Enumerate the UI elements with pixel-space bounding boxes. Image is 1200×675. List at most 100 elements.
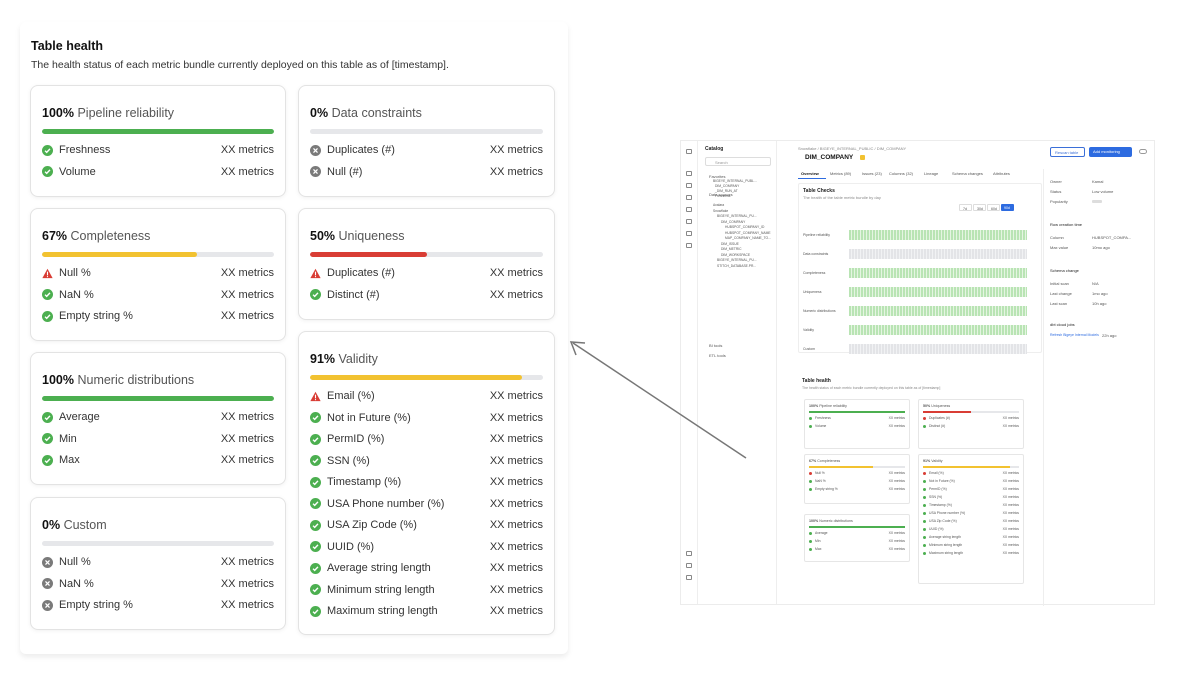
mini-metric-row[interactable]: USA Zip Code (%) XX metrics <box>923 519 1019 524</box>
rescan-table-button[interactable]: Rescan table <box>1050 147 1085 157</box>
check-row-heatmap[interactable] <box>849 268 1027 278</box>
check-row-heatmap[interactable] <box>849 287 1027 297</box>
tree-node[interactable]: HUBSPOT_COMPANY_NAME <box>725 230 771 235</box>
mini-metric-row[interactable]: Freshness XX metrics <box>809 416 905 421</box>
catalog-search-input[interactable]: Search <box>705 157 771 166</box>
mini-metric-row[interactable]: SSN (%) XX metrics <box>923 495 1019 500</box>
metric-row[interactable]: Duplicates (#) XX metrics <box>310 142 543 158</box>
mini-metric-row[interactable]: Average XX metrics <box>809 531 905 536</box>
tree-node[interactable]: BIGEYE_INTERNAL_PU... <box>717 214 757 218</box>
metric-row[interactable]: Maximum string length XX metrics <box>310 603 543 619</box>
check-row-heatmap[interactable] <box>849 230 1027 240</box>
metric-row[interactable]: Empty string % XX metrics <box>42 597 274 613</box>
account-icon[interactable] <box>686 575 692 580</box>
docs-icon[interactable] <box>686 551 692 556</box>
mini-metric-row[interactable]: Email (%) XX metrics <box>923 471 1019 476</box>
mini-metric-row[interactable]: NaN % XX metrics <box>809 479 905 484</box>
metric-row[interactable]: USA Phone number (%) XX metrics <box>310 496 543 512</box>
metric-row[interactable]: Email (%) XX metrics <box>310 388 543 404</box>
tree-node[interactable]: BIGEYE_INTERNAL_PU... <box>717 258 757 262</box>
metric-row[interactable]: UUID (%) XX metrics <box>310 539 543 555</box>
etl-tools-label[interactable]: ETL tools <box>709 353 726 358</box>
metric-row[interactable]: Minimum string length XX metrics <box>310 582 543 598</box>
mini-metric-row[interactable]: Volume XX metrics <box>809 424 905 429</box>
metric-row[interactable]: Average string length XX metrics <box>310 560 543 576</box>
tree-node[interactable]: Snowflake <box>713 208 729 213</box>
tree-node[interactable]: DIM_COMPANY <box>721 219 746 224</box>
metric-row[interactable]: SSN (%) XX metrics <box>310 453 543 469</box>
owner-value[interactable]: Kamal <box>1092 179 1104 184</box>
metric-row[interactable]: Null % XX metrics <box>42 265 274 281</box>
tree-node[interactable]: DIM_METRIC <box>721 247 742 251</box>
mini-metric-row[interactable]: PermID (%) XX metrics <box>923 487 1019 492</box>
tab-1[interactable]: Metrics (89) <box>830 171 852 176</box>
tree-node[interactable]: HUBSPOT_COMPANY_ID <box>725 225 765 229</box>
tree-node[interactable]: DIM_WORKSPACE <box>721 252 751 257</box>
mini-metric-row[interactable]: Maximum string length XX metrics <box>923 551 1019 556</box>
tree-node[interactable]: MAP_COMPANY_NAME_TO... <box>725 236 771 240</box>
metric-row[interactable]: Empty string % XX metrics <box>42 308 274 324</box>
settings-icon[interactable] <box>686 149 692 154</box>
tab-0[interactable]: Overview <box>801 171 819 176</box>
mini-metric-row[interactable]: Min XX metrics <box>809 539 905 544</box>
tree-node[interactable]: Freshness <box>715 194 731 198</box>
mini-metric-row[interactable]: Average string length XX metrics <box>923 535 1019 540</box>
metric-row[interactable]: Average XX metrics <box>42 409 274 425</box>
tab-2[interactable]: Issues (23) <box>862 171 882 176</box>
mini-metric-row[interactable]: Max XX metrics <box>809 547 905 552</box>
check-row-heatmap[interactable] <box>849 325 1027 335</box>
range-60d-button[interactable]: 60d <box>987 204 1000 211</box>
metric-row[interactable]: PermID (%) XX metrics <box>310 431 543 447</box>
metric-row[interactable]: Duplicates (#) XX metrics <box>310 265 543 281</box>
mini-metric-row[interactable]: Empty string % XX metrics <box>809 487 905 492</box>
range-7d-button[interactable]: 7d <box>959 204 972 211</box>
metric-row[interactable]: NaN % XX metrics <box>42 576 274 592</box>
deltas-icon[interactable] <box>686 231 692 236</box>
tab-5[interactable]: Schema changes <box>952 171 983 176</box>
metric-row[interactable]: Null (#) XX metrics <box>310 164 543 180</box>
toggle-icon[interactable] <box>1139 149 1147 154</box>
metric-row[interactable]: USA Zip Code (%) XX metrics <box>310 517 543 533</box>
mini-metric-row[interactable]: UUID (%) XX metrics <box>923 527 1019 532</box>
metric-row[interactable]: Null % XX metrics <box>42 554 274 570</box>
mini-metric-row[interactable]: Minimum string length XX metrics <box>923 543 1019 548</box>
mini-metric-row[interactable]: Timestamp (%) XX metrics <box>923 503 1019 508</box>
mini-metric-row[interactable]: Distinct (#) XX metrics <box>923 424 1019 429</box>
dbt-job-link[interactable]: Refresh Bigeye Internal Models <box>1050 333 1099 337</box>
collections-icon[interactable] <box>686 243 692 248</box>
column-select[interactable]: HUBSPOT_COMPA... <box>1092 235 1132 240</box>
tab-6[interactable]: Attributes <box>993 171 1010 176</box>
metric-row[interactable]: Distinct (#) XX metrics <box>310 287 543 303</box>
add-monitoring-button[interactable]: Add monitoring <box>1089 147 1132 157</box>
tree-node[interactable]: _DIM_RUN_AT <box>715 189 738 193</box>
dashboard-icon[interactable] <box>686 195 692 200</box>
range-90d-button[interactable]: 90d <box>1001 204 1014 211</box>
metric-row[interactable]: Max XX metrics <box>42 452 274 468</box>
tree-node[interactable]: Avalara <box>713 203 725 207</box>
help-icon[interactable] <box>686 563 692 568</box>
mini-metric-row[interactable]: Not in Future (%) XX metrics <box>923 479 1019 484</box>
catalog-icon[interactable] <box>686 171 692 176</box>
lineage-icon[interactable] <box>686 219 692 224</box>
metric-row[interactable]: NaN % XX metrics <box>42 287 274 303</box>
tab-3[interactable]: Columns (32) <box>889 171 914 176</box>
metric-row[interactable]: Volume XX metrics <box>42 164 274 180</box>
mini-metric-row[interactable]: USA Phone number (%) XX metrics <box>923 511 1019 516</box>
mini-metric-row[interactable]: Duplicates (#) XX metrics <box>923 416 1019 421</box>
check-row-heatmap[interactable] <box>849 306 1027 316</box>
check-row-heatmap[interactable] <box>849 344 1027 354</box>
tab-4[interactable]: Lineage <box>924 171 939 176</box>
range-30d-button[interactable]: 30d <box>973 204 986 211</box>
metric-row[interactable]: Min XX metrics <box>42 431 274 447</box>
star-icon[interactable] <box>860 155 865 160</box>
favorites-label[interactable]: Favorites <box>709 174 726 179</box>
issues-icon[interactable] <box>686 183 692 188</box>
mini-metric-row[interactable]: Null % XX metrics <box>809 471 905 476</box>
tree-node[interactable]: DIM_ISSUE <box>721 241 739 246</box>
metric-row[interactable]: Timestamp (%) XX metrics <box>310 474 543 490</box>
check-row-heatmap[interactable] <box>849 249 1027 259</box>
tree-node[interactable]: BIGEYE_INTERNAL_PUBL... <box>713 179 757 183</box>
monitors-icon[interactable] <box>686 207 692 212</box>
tree-node[interactable]: STITCH_DATABASE.PR... <box>717 263 757 268</box>
metric-row[interactable]: Freshness XX metrics <box>42 142 274 158</box>
